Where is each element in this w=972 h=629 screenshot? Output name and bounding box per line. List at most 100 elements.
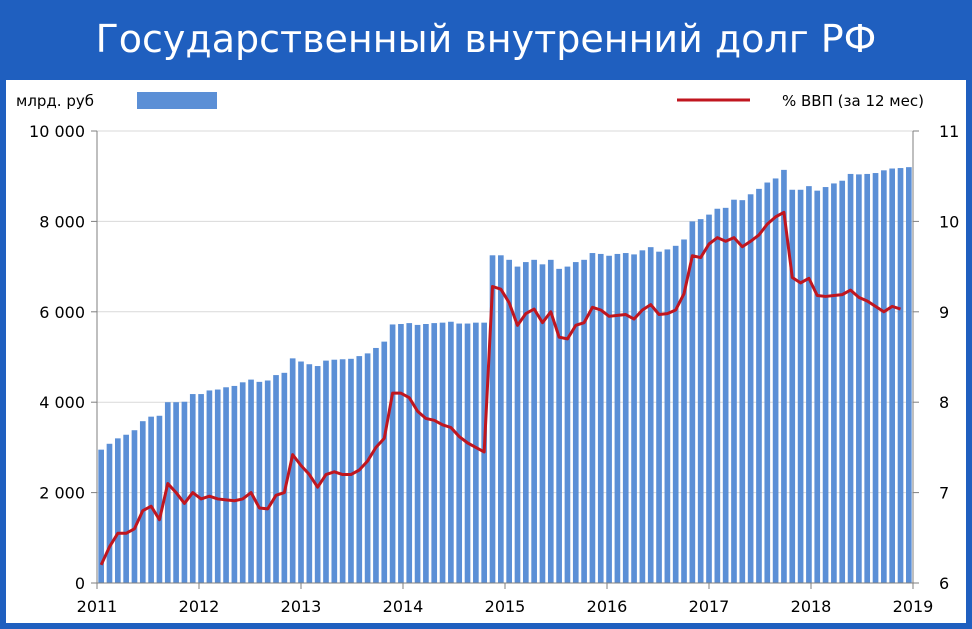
bar (814, 190, 821, 583)
bar (139, 421, 146, 583)
x-tick-label: 2017 (689, 597, 730, 616)
y-left-tick-label: 4 000 (39, 393, 85, 412)
bar (856, 174, 862, 583)
plot-panel: 0 2 000 4 000 6 000 8 000 10 000 6 7 8 9 10 11 201… (6, 80, 966, 623)
bar (231, 385, 238, 583)
bar (731, 199, 737, 583)
bar (556, 268, 562, 583)
bar (631, 254, 637, 583)
bar (522, 262, 529, 583)
y-right-tick-label: 7 (939, 484, 949, 503)
bar (572, 262, 579, 583)
legend: млрд. руб % ВВП (за 12 мес) (16, 92, 924, 110)
bar (647, 247, 654, 583)
bar (323, 360, 329, 583)
y-left-tick-label: 0 (75, 574, 85, 593)
bar (439, 322, 446, 583)
legend-bar-swatch (137, 92, 217, 109)
bar (114, 438, 121, 583)
bar (473, 322, 479, 583)
bar (264, 380, 271, 583)
x-tick-label: 2019 (893, 597, 934, 616)
bar (897, 168, 904, 583)
bar (747, 194, 754, 583)
bar (448, 321, 454, 583)
bar (689, 221, 696, 583)
chart-svg: 0 2 000 4 000 6 000 8 000 10 000 6 7 8 9 10 11 201… (16, 92, 959, 616)
line-series (99, 210, 901, 566)
x-tick-label: 2012 (179, 597, 220, 616)
bar (589, 253, 596, 584)
bar (706, 214, 712, 583)
bar (256, 381, 263, 583)
bar (348, 358, 354, 583)
x-tick-label: 2015 (485, 597, 526, 616)
y-right-axis-ticks: 6 7 8 9 10 11 (939, 122, 959, 593)
bar (664, 249, 671, 584)
y-left-axis-ticks: 0 2 000 4 000 6 000 8 000 10 000 (29, 122, 85, 593)
gdp-share-line (99, 210, 901, 566)
bar (547, 259, 554, 583)
x-axis-ticks: 2011 2012 2013 2014 2015 2016 2017 2018 2019 (77, 583, 934, 616)
bar (223, 387, 229, 583)
legend-bar-label: млрд. руб (16, 92, 94, 110)
y-right-tick-label: 10 (939, 212, 959, 231)
bar (622, 253, 629, 584)
bar (489, 255, 496, 584)
bar (797, 189, 804, 583)
y-right-tick-label: 11 (939, 122, 959, 141)
bar (756, 188, 762, 584)
bar (464, 323, 471, 583)
bar (98, 449, 104, 583)
bar (639, 250, 646, 583)
bar (289, 358, 296, 583)
bar (822, 187, 829, 584)
bar (514, 266, 521, 583)
bar (373, 347, 379, 583)
bar (498, 255, 504, 584)
bar (681, 239, 687, 584)
bar (181, 401, 188, 583)
bar (597, 253, 604, 583)
bar (314, 366, 321, 583)
x-tick-label: 2014 (383, 597, 424, 616)
x-tick-label: 2011 (77, 597, 118, 616)
bar (364, 353, 371, 583)
bar (239, 382, 246, 583)
chart-title: Государственный внутренний долг РФ (95, 17, 877, 61)
bar (672, 245, 679, 583)
bar (606, 255, 612, 583)
bar (398, 324, 404, 583)
bar (614, 253, 621, 583)
bar (872, 173, 879, 583)
bar (889, 168, 896, 583)
bar (656, 251, 662, 583)
bar (697, 219, 704, 583)
bar (781, 169, 787, 583)
bar (298, 361, 304, 583)
y-right-tick-label: 8 (939, 393, 949, 412)
bar (189, 394, 196, 583)
y-left-tick-label: 2 000 (39, 484, 85, 503)
legend-line-label: % ВВП (за 12 мес) (782, 92, 924, 110)
y-right-tick-label: 6 (939, 574, 949, 593)
bar-series (98, 167, 912, 584)
bar (389, 324, 396, 583)
bar (789, 189, 796, 583)
bar (248, 379, 254, 583)
x-tick-label: 2013 (281, 597, 322, 616)
bar (739, 200, 746, 583)
bar (714, 208, 721, 584)
bar (864, 173, 871, 583)
bar (764, 182, 771, 583)
bar (198, 394, 204, 583)
bar (539, 264, 546, 583)
bar (406, 323, 413, 583)
bar (581, 259, 587, 583)
bar (772, 178, 779, 583)
bar (847, 173, 854, 583)
bar (722, 207, 729, 583)
bar (206, 390, 213, 583)
bar (123, 434, 129, 583)
